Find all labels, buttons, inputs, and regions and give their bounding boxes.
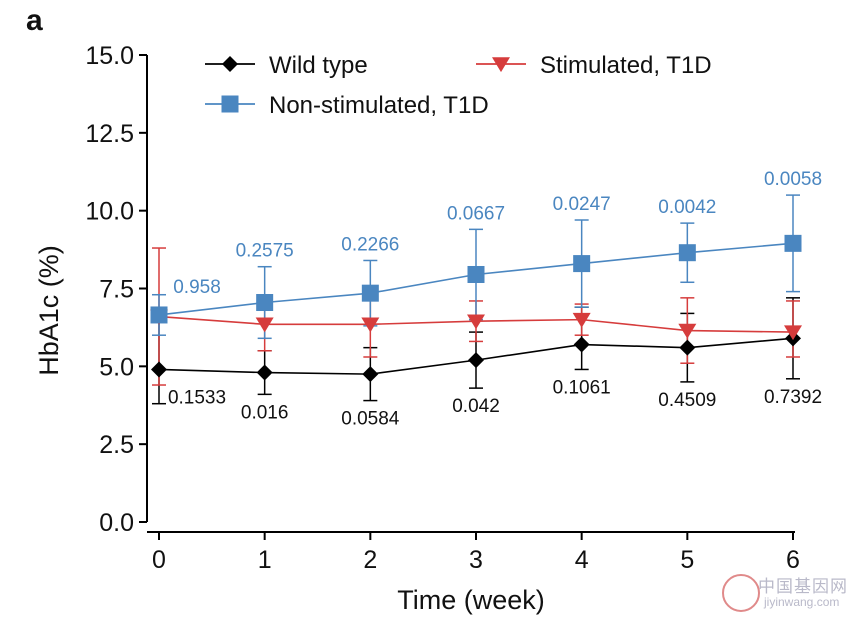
p-value-nonstim: 0.0247 — [553, 194, 611, 215]
x-tick-label: 6 — [786, 546, 800, 574]
error-bars — [152, 194, 800, 405]
watermark-text-cn: 中国基因网 — [758, 577, 848, 596]
wild-type-point — [468, 352, 484, 369]
non-stimulated-t1d-point — [467, 265, 485, 283]
y-tick-label: 12.5 — [85, 120, 134, 148]
legend-label-wild-type: Wild type — [269, 52, 368, 79]
wild-type-point — [573, 336, 590, 353]
stimulated-t1d-point — [572, 312, 591, 328]
p-value-nonstim: 0.0667 — [447, 203, 505, 224]
y-tick-label: 2.5 — [99, 431, 134, 459]
wild-type-point — [679, 339, 696, 356]
x-tick-label: 1 — [258, 546, 272, 574]
p-value-wild: 0.1533 — [168, 387, 226, 408]
x-tick-label: 5 — [680, 546, 694, 574]
legend-label-stimulated-t1d: Stimulated, T1D — [540, 52, 712, 79]
watermark-text-url: jiyinwang.com — [764, 595, 840, 609]
non-stimulated-t1d-point — [256, 294, 274, 312]
y-tick-label: 5.0 — [99, 353, 134, 381]
p-value-annotations: 0.958 0.2575 0.2266 0.0667 0.0247 0.0042 0.005… — [168, 169, 822, 429]
wild-type-point — [256, 364, 273, 381]
p-value-wild: 0.042 — [452, 396, 500, 417]
wild-type-point — [362, 366, 379, 383]
stimulated-t1d-point — [255, 317, 274, 333]
y-tick-label: 0.0 — [99, 509, 134, 537]
non-stimulated-t1d-point — [150, 306, 168, 324]
y-axis-label: HbA1c (%) — [34, 245, 64, 376]
stimulated-t1d-point — [678, 323, 697, 339]
stimulated-t1d-point — [467, 314, 485, 330]
non-stimulated-t1d-point — [678, 244, 696, 262]
legend-marker-non-stimulated-t1d — [221, 95, 239, 113]
watermark: 中国基因网 jiyinwang.com — [722, 568, 847, 620]
p-value-wild: 0.7392 — [764, 387, 822, 408]
legend: Wild type Stimulated, T1D Non-stimulated, … — [205, 52, 712, 119]
axes: 0.0 2.5 5.0 7.5 10.0 12.5 15.0 0 1 2 3 4 5 6 Time (wee… — [34, 42, 800, 615]
p-value-nonstim: 0.0058 — [764, 169, 822, 190]
y-tick-label: 15.0 — [85, 42, 134, 70]
stimulated-t1d-point — [361, 317, 380, 333]
p-value-nonstim: 0.2575 — [236, 241, 294, 262]
p-value-nonstim: 0.2266 — [341, 234, 399, 255]
p-value-wild: 0.0584 — [341, 409, 400, 430]
wild-type-point — [151, 361, 167, 378]
panel-label: a — [26, 4, 43, 37]
p-value-nonstim: 0.958 — [173, 277, 221, 298]
watermark-logo-icon — [722, 574, 760, 612]
x-tick-label: 3 — [469, 546, 483, 574]
y-tick-label: 10.0 — [85, 198, 134, 226]
non-stimulated-t1d-point — [784, 234, 802, 252]
x-tick-label: 2 — [363, 546, 377, 574]
y-tick-label: 7.5 — [99, 276, 134, 304]
legend-label-non-stimulated-t1d: Non-stimulated, T1D — [269, 92, 489, 119]
stimulated-t1d-point — [784, 325, 802, 341]
non-stimulated-t1d-point — [573, 255, 591, 273]
legend-marker-wild-type — [222, 56, 238, 72]
p-value-nonstim: 0.0042 — [658, 197, 716, 218]
legend-marker-stimulated-t1d — [492, 57, 510, 73]
p-value-wild: 0.016 — [241, 402, 289, 423]
p-value-wild: 0.4509 — [658, 390, 716, 411]
x-tick-label: 4 — [575, 546, 589, 574]
x-axis-label: Time (week) — [397, 585, 545, 615]
series-markers — [150, 234, 802, 383]
x-tick-label: 0 — [152, 546, 166, 574]
non-stimulated-t1d-point — [361, 284, 379, 302]
p-value-wild: 0.1061 — [553, 377, 611, 398]
